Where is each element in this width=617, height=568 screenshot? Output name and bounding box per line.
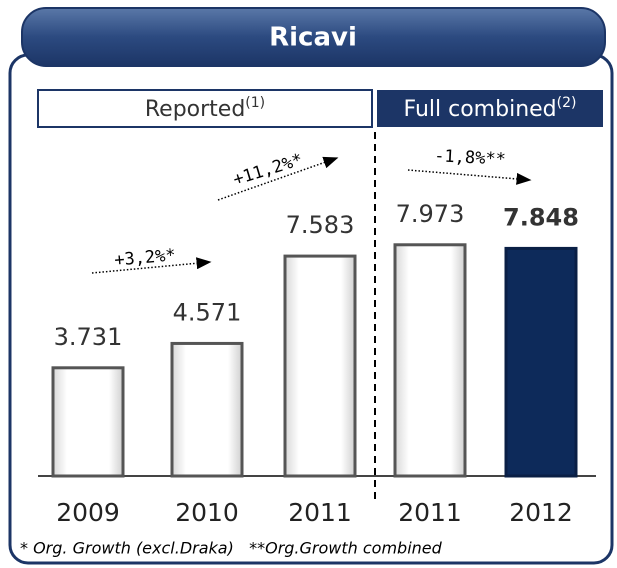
bar [283,254,357,478]
value-label: 4.571 [173,298,242,326]
note: (2) [557,95,577,111]
bar [170,341,244,478]
combined-label: Full combined(2) [404,95,577,122]
growth-arrow [91,257,212,274]
x-tick-label: 2011 [398,498,462,527]
growth-arrow [217,156,339,201]
value-label: 7.583 [286,211,355,239]
footnote: * Org. Growth (excl.Draka) **Org.Growth … [20,539,443,558]
value-label: 7.848 [503,203,579,231]
x-tick-label: 2009 [56,498,120,527]
chart-title: Ricavi [269,23,357,53]
growth-label: -1,8%** [434,146,507,170]
label: Reported [145,97,245,122]
x-tick-label: 2010 [175,498,239,527]
bar [393,243,467,478]
combined-box [377,90,603,127]
x-tick-label: 2011 [288,498,352,527]
reported-box [37,89,373,128]
value-label: 7.973 [396,200,465,228]
header [21,7,606,67]
value-label: 3.731 [54,323,123,351]
reported-label: Reported(1) [145,95,265,122]
bar [504,246,578,478]
x-tick-label: 2012 [509,498,573,527]
note: (1) [245,95,265,111]
bar [51,366,125,478]
label: Full combined [404,97,557,122]
growth-arrow [407,169,532,185]
